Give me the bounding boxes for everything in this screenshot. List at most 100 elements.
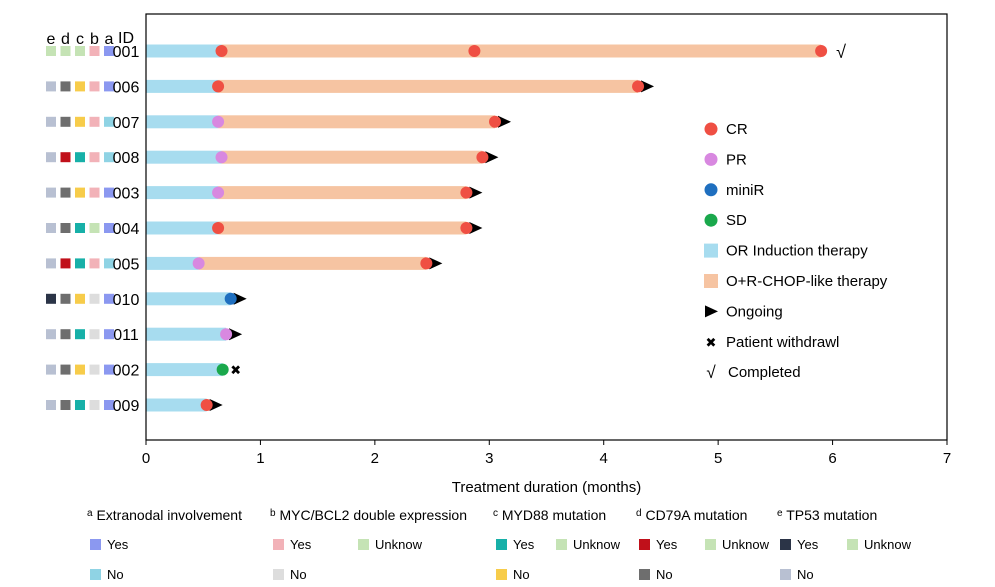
- x-tick-label: 2: [371, 450, 379, 467]
- marker-b-011: [89, 329, 100, 340]
- marker-b-007: [89, 116, 100, 127]
- marker-d-009: [60, 400, 71, 410]
- chop-bar: [218, 186, 467, 200]
- induction-bar: [146, 327, 227, 341]
- response-PR-dot: [212, 115, 225, 128]
- footnote-title-text: TP53 mutation: [783, 507, 878, 523]
- ongoing-arrow: [233, 292, 247, 305]
- ongoing-arrow: [469, 222, 483, 234]
- patient-id-label: 009: [113, 398, 140, 415]
- footnote-item-label: Unknow: [864, 537, 912, 552]
- footnote-swatch: [358, 539, 369, 550]
- footnote-e: e TP53 mutation Yes No Unknow: [777, 507, 912, 582]
- marker-e-005: [46, 258, 56, 269]
- marker-c-008: [75, 152, 85, 163]
- marker-e-010: [46, 293, 56, 304]
- legend-label: CR: [726, 121, 748, 138]
- footnote-title: c MYD88 mutation: [493, 507, 606, 523]
- patient-row-003: 003: [46, 186, 483, 203]
- patient-id-label: 008: [113, 150, 140, 167]
- footnote-swatch: [639, 539, 650, 550]
- marker-b-004: [89, 223, 100, 233]
- x-tick-label: 5: [714, 450, 722, 467]
- response-CR-dot: [815, 45, 828, 57]
- footnote-swatch: [639, 569, 650, 580]
- footnote-item-label: Yes: [290, 537, 312, 552]
- marker-a-009: [104, 400, 114, 410]
- chop-bar: [218, 79, 639, 93]
- withdrawl-mark: ✖: [230, 363, 241, 378]
- response-CR-dot: [215, 45, 228, 57]
- marker-a-001: [104, 46, 114, 56]
- patient-id-label: 002: [113, 363, 140, 380]
- marker-e-007: [46, 116, 56, 127]
- marker-b-008: [89, 152, 100, 163]
- legend-cross-icon: ✖: [706, 335, 717, 350]
- patient-row-009: 009: [46, 398, 223, 415]
- marker-a-006: [104, 81, 114, 92]
- marker-a-002: [104, 364, 114, 375]
- legend-miniR-dot: [704, 183, 718, 197]
- patient-row-007: 007: [46, 115, 512, 132]
- ongoing-arrow: [469, 186, 483, 199]
- footnote-swatch: [273, 569, 284, 580]
- marker-c-011: [75, 329, 85, 340]
- marker-b-001: [89, 46, 100, 56]
- marker-c-003: [75, 187, 85, 198]
- footnote-swatch: [780, 569, 791, 580]
- marker-b-009: [89, 400, 100, 410]
- patient-row-006: 006: [46, 79, 655, 96]
- marker-c-010: [75, 293, 85, 304]
- x-tick-label: 0: [142, 450, 150, 467]
- x-tick-label: 3: [485, 450, 493, 467]
- patient-id-label: 004: [113, 221, 140, 238]
- x-axis-label: Treatment duration (months): [452, 479, 642, 496]
- response-CR-dot: [200, 399, 213, 411]
- footnote-item-label: No: [656, 567, 673, 582]
- response-PR-dot: [192, 257, 205, 270]
- footnote-title: d CD79A mutation: [636, 507, 747, 523]
- column-header-a: a: [105, 31, 114, 48]
- marker-e-001: [46, 46, 56, 56]
- patient-id-label: 010: [113, 292, 140, 309]
- footnote-item-label: No: [290, 567, 307, 582]
- marker-a-010: [104, 293, 114, 304]
- marker-d-001: [60, 46, 71, 56]
- response-CR-dot: [420, 257, 433, 270]
- x-tick-label: 6: [828, 450, 836, 467]
- footnote-title: e TP53 mutation: [777, 507, 877, 523]
- response-CR-dot: [460, 186, 473, 199]
- footnote-swatch: [90, 539, 101, 550]
- column-header-d: d: [61, 31, 70, 48]
- ongoing-arrow: [429, 257, 443, 270]
- legend-item-PR: PR: [704, 151, 747, 168]
- response-PR-dot: [215, 151, 228, 164]
- legend-label: O+R-CHOP-like therapy: [726, 273, 888, 290]
- induction-bar: [146, 363, 223, 377]
- induction-bar: [146, 221, 219, 235]
- patient-row-010: 010: [46, 292, 247, 309]
- marker-a-005: [104, 258, 114, 269]
- marker-e-009: [46, 400, 56, 410]
- footnote-title-text: Extranodal involvement: [93, 507, 243, 523]
- marker-e-011: [46, 329, 56, 340]
- legend-chop-swatch: [704, 274, 718, 288]
- footnote-title-text: MYC/BCL2 double expression: [276, 507, 467, 523]
- footnote-swatch: [705, 539, 716, 550]
- induction-bar: [146, 186, 219, 200]
- marker-d-002: [60, 364, 71, 375]
- footnote-superscript: a: [87, 508, 93, 519]
- ongoing-arrow: [498, 115, 512, 128]
- footnote-swatch: [273, 539, 284, 550]
- footnote-d: d CD79A mutation Yes No Unknow: [636, 507, 770, 582]
- response-CR-dot: [489, 115, 502, 128]
- marker-d-003: [60, 187, 71, 198]
- marker-d-007: [60, 116, 71, 127]
- marker-d-008: [60, 152, 71, 163]
- column-header-e: e: [47, 31, 56, 48]
- patient-row-008: 008: [46, 150, 499, 167]
- legend-item-induction: OR Induction therapy: [704, 243, 868, 260]
- legend-label: SD: [726, 212, 747, 229]
- induction-bar: [146, 44, 222, 58]
- marker-a-008: [104, 152, 114, 163]
